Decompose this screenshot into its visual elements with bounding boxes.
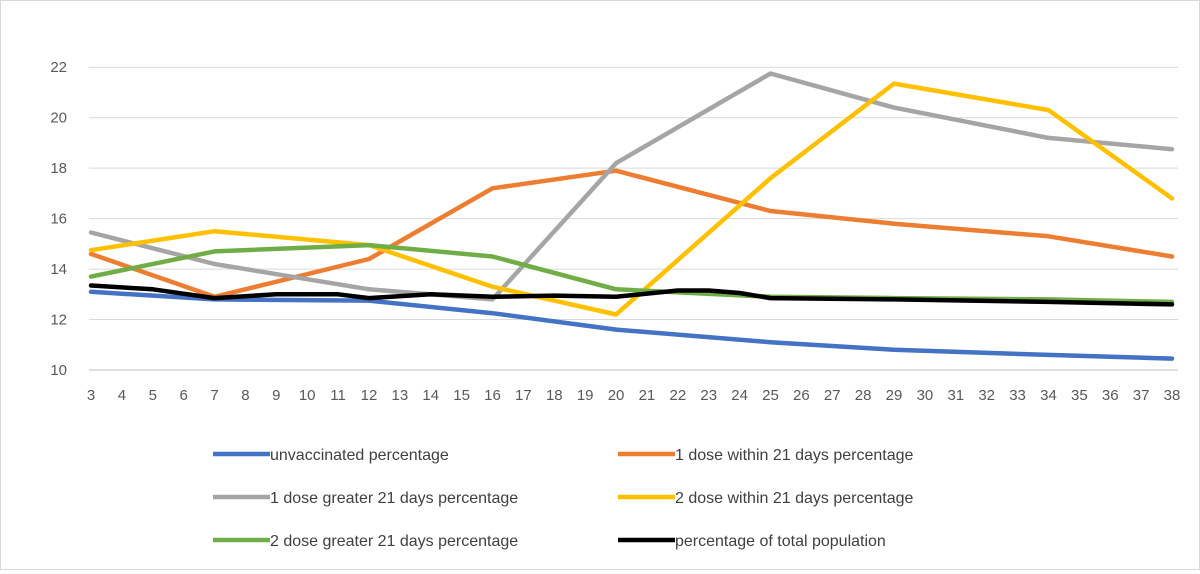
x-tick-label: 21 [639,387,656,404]
x-tick-label: 15 [453,387,470,404]
x-tick-label: 22 [669,387,686,404]
x-tick-label: 11 [330,387,346,404]
legend-label-2: 1 dose within 21 days percentage [675,447,913,464]
x-tick-label: 9 [272,387,280,404]
y-tick-label: 22 [50,59,67,76]
x-tick-label: 12 [361,387,378,404]
x-tick-label: 20 [608,387,625,404]
x-axis-ticks: 3 4 5 6 7 8 9 10 11 12 13 14 15 16 17 18 19 20 21 22 23 24 25 2… [87,387,1181,404]
series-line-4 [88,81,1175,317]
series-line-3 [88,71,1175,302]
x-tick-label: 23 [700,387,717,404]
legend-label-6: percentage of total population [675,533,886,550]
legend: unvaccinated percentage 1 dose within 21 … [213,447,913,550]
x-tick-label: 35 [1071,387,1088,404]
series-line-1 [88,289,1175,361]
x-tick-label: 30 [917,387,934,404]
legend-label-4: 2 dose within 21 days percentage [675,490,913,507]
y-tick-label: 14 [50,261,67,278]
x-tick-label: 5 [149,387,157,404]
x-tick-label: 3 [87,387,95,404]
x-tick-label: 14 [422,387,439,404]
x-tick-label: 17 [515,387,532,404]
legend-label-5: 2 dose greater 21 days percentage [270,533,518,550]
y-axis-ticks: 10 12 14 16 18 20 22 [50,59,67,379]
x-tick-label: 29 [886,387,903,404]
x-tick-label: 13 [392,387,409,404]
x-tick-label: 4 [118,387,126,404]
series-lines [88,71,1175,361]
x-tick-label: 27 [824,387,841,404]
x-tick-label: 10 [299,387,316,404]
x-tick-label: 25 [762,387,779,404]
series-line-6 [88,283,1175,307]
gridlines [89,66,1178,371]
series-line-2 [88,168,1175,300]
y-tick-label: 10 [50,362,67,379]
legend-label-3: 1 dose greater 21 days percentage [270,490,518,507]
x-tick-label: 32 [978,387,995,404]
x-tick-label: 34 [1040,387,1057,404]
y-tick-label: 18 [50,160,67,177]
y-tick-label: 12 [50,312,67,329]
y-tick-label: 16 [50,211,67,228]
x-tick-label: 28 [855,387,872,404]
legend-label-1: unvaccinated percentage [270,447,449,464]
x-tick-label: 38 [1164,387,1181,404]
x-tick-label: 19 [577,387,594,404]
x-tick-label: 16 [484,387,501,404]
x-tick-label: 36 [1102,387,1119,404]
x-tick-label: 33 [1009,387,1026,404]
x-tick-label: 18 [546,387,563,404]
x-tick-label: 8 [241,387,249,404]
x-tick-label: 6 [179,387,187,404]
x-tick-label: 26 [793,387,810,404]
x-tick-label: 7 [210,387,218,404]
x-tick-label: 37 [1133,387,1150,404]
x-tick-label: 24 [731,387,748,404]
x-tick-label: 31 [947,387,964,404]
y-tick-label: 20 [50,110,67,127]
